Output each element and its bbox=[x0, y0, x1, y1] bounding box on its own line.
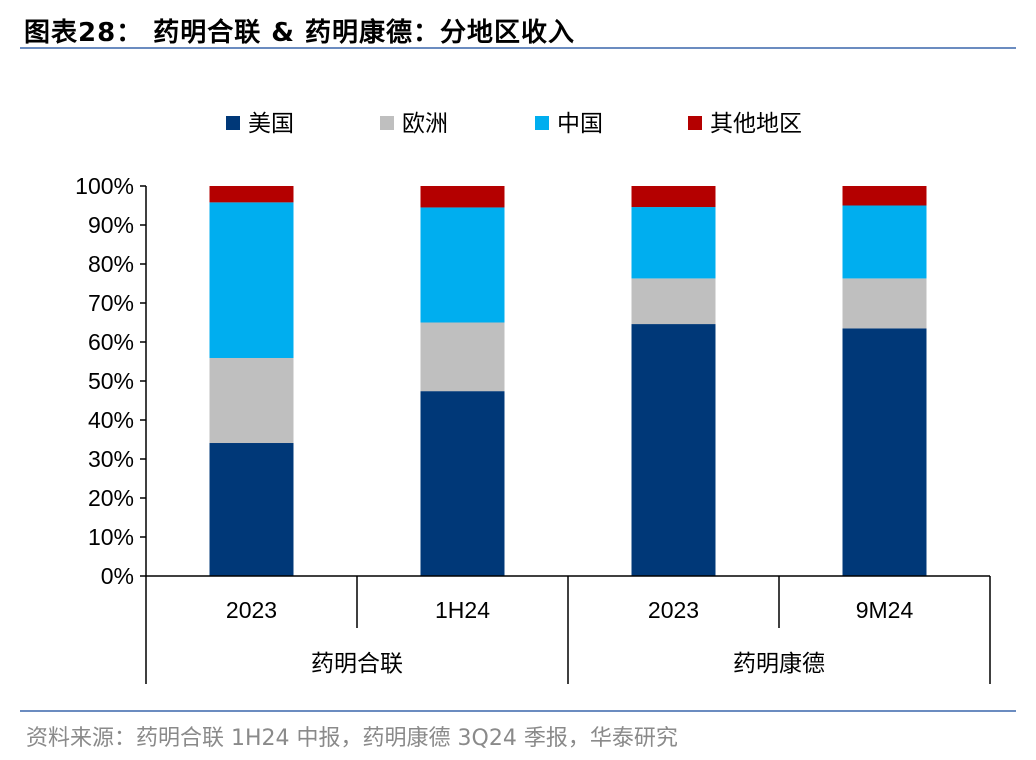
bar-segment-中国 bbox=[842, 205, 927, 279]
bar-segment-美国 bbox=[420, 391, 505, 576]
y-tick-label: 20% bbox=[88, 485, 134, 511]
bar-segment-美国 bbox=[209, 443, 294, 576]
bar-segment-其他地区 bbox=[842, 186, 927, 206]
y-tick-label: 40% bbox=[88, 407, 134, 433]
y-tick-label: 50% bbox=[88, 368, 134, 394]
legend-swatch-美国 bbox=[226, 116, 240, 130]
y-tick-label: 70% bbox=[88, 290, 134, 316]
bar-segment-其他地区 bbox=[420, 186, 505, 208]
legend-label: 其他地区 bbox=[710, 111, 802, 137]
x-tick-label: 9M24 bbox=[856, 597, 914, 623]
chart-title: 图表28： 药明合联 & 药明康德：分地区收入 bbox=[24, 18, 576, 48]
x-tick-label: 2023 bbox=[226, 597, 277, 623]
x-tick-label: 2023 bbox=[648, 597, 699, 623]
y-tick-label: 90% bbox=[88, 212, 134, 238]
bar-segment-美国 bbox=[631, 324, 716, 576]
legend-swatch-其他地区 bbox=[688, 116, 702, 130]
bar-segment-中国 bbox=[209, 202, 294, 358]
bar-segment-欧洲 bbox=[420, 322, 505, 392]
legend-label: 中国 bbox=[557, 111, 603, 137]
y-tick-label: 10% bbox=[88, 524, 134, 550]
footer-divider bbox=[20, 710, 1016, 712]
bar-segment-其他地区 bbox=[631, 186, 716, 208]
group-label: 药明合联 bbox=[311, 651, 403, 677]
legend-swatch-欧洲 bbox=[380, 116, 394, 130]
bar-segment-中国 bbox=[631, 207, 716, 279]
bar-segment-其他地区 bbox=[209, 186, 294, 203]
y-tick-label: 30% bbox=[88, 446, 134, 472]
bar-segment-美国 bbox=[842, 328, 927, 576]
legend-label: 欧洲 bbox=[402, 111, 448, 137]
source-note: 资料来源：药明合联 1H24 中报，药明康德 3Q24 季报，华泰研究 bbox=[26, 726, 678, 751]
y-tick-label: 100% bbox=[75, 173, 134, 199]
y-tick-label: 60% bbox=[88, 329, 134, 355]
y-tick-label: 0% bbox=[101, 563, 134, 589]
group-label: 药明康德 bbox=[733, 651, 825, 677]
y-tick-label: 80% bbox=[88, 251, 134, 277]
x-tick-label: 1H24 bbox=[435, 597, 490, 623]
bar-segment-欧洲 bbox=[209, 357, 294, 444]
bar-segment-中国 bbox=[420, 207, 505, 323]
bar-segment-欧洲 bbox=[842, 278, 927, 329]
bar-segment-欧洲 bbox=[631, 278, 716, 325]
title-divider bbox=[20, 47, 1016, 49]
legend-label: 美国 bbox=[248, 111, 294, 137]
legend-swatch-中国 bbox=[535, 116, 549, 130]
